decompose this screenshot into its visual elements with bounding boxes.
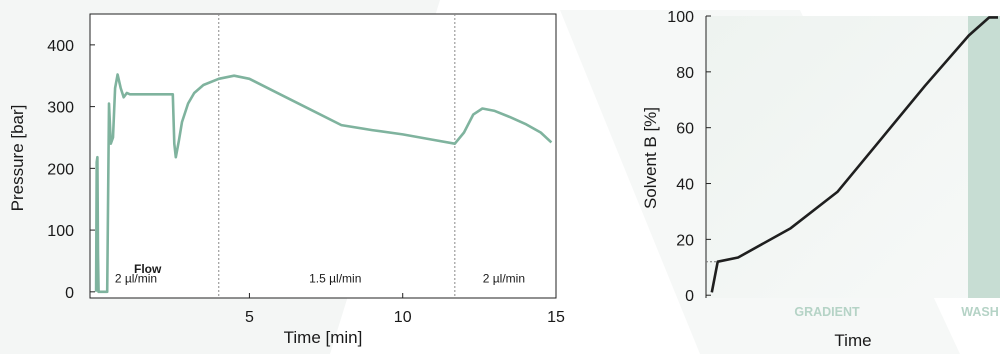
pressure-y-tick-label: 0 — [65, 285, 74, 302]
pressure-y-tick-label: 100 — [47, 223, 74, 240]
flow-rate-label-1: 1.5 µl/min — [309, 272, 361, 286]
pressure-x-ticks: 5 10 15 — [245, 293, 565, 326]
pressure-series — [94, 73, 553, 294]
gradient-y-tick-label: 40 — [676, 177, 694, 194]
region-label-gradient: GRADIENT — [794, 305, 860, 319]
gradient-y-tick-label: 20 — [676, 232, 694, 249]
gradient-y-tick-label: 0 — [685, 288, 694, 305]
pressure-x-tick-label: 10 — [394, 309, 412, 326]
gradient-y-axis-label: Solvent B [%] — [641, 107, 660, 209]
pressure-y-tick-label: 400 — [47, 38, 74, 55]
pressure-plot-area — [89, 13, 557, 299]
solvent-b-line — [710, 16, 998, 293]
gradient-y-tick-label: 60 — [676, 121, 694, 138]
gradient-y-tick-label: 80 — [676, 65, 694, 82]
pressure-flow-annotations: 2 µl/min 1.5 µl/min 2 µl/min — [115, 272, 525, 286]
pressure-y-tick-label: 200 — [47, 161, 74, 178]
pressure-y-ticks: 0 100 200 300 400 — [47, 38, 95, 302]
pressure-y-tick-label: 300 — [47, 100, 74, 117]
gradient-x-axis-label: Time — [834, 331, 871, 350]
wash-region — [968, 16, 1000, 298]
pressure-y-axis-label: Pressure [bar] — [8, 105, 27, 212]
pressure-x-axis-label: Time [min] — [284, 328, 363, 347]
flow-heading: Flow — [134, 262, 162, 276]
pressure-flow-dividers — [218, 14, 456, 298]
gradient-y-ticks: 0 20 40 60 80 100 — [667, 9, 711, 305]
flow-rate-label-0: 2 µl/min — [115, 272, 157, 286]
gradient-plot-area — [706, 16, 1000, 298]
pressure-x-tick-label: 5 — [245, 309, 254, 326]
flow-rate-label-2: 2 µl/min — [483, 272, 525, 286]
gradient-region-labels: GRADIENT WASH — [794, 305, 998, 319]
gradient-y-tick-label: 100 — [667, 9, 694, 26]
gradient-series — [710, 16, 998, 293]
pressure-x-tick-label: 15 — [547, 309, 565, 326]
pressure-line — [94, 73, 553, 294]
region-label-wash: WASH — [961, 305, 999, 319]
